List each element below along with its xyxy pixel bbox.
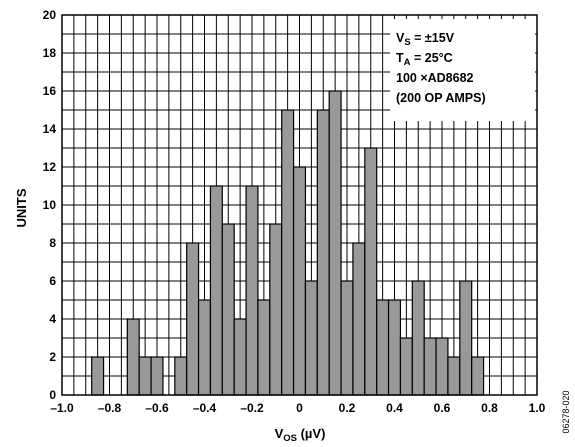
legend-line-2: TA = 25°C: [396, 51, 453, 68]
histogram-bar: [209, 185, 223, 396]
x-tick-label: –0.2: [240, 401, 264, 415]
histogram-bar: [435, 337, 449, 396]
x-tick-label: 0.4: [386, 401, 403, 415]
x-tick-label: –0.4: [193, 401, 217, 415]
y-tick-label: 10: [43, 198, 57, 212]
y-tick-label: 6: [49, 274, 56, 288]
y-tick-labels: 0 2 4 6 8 10 12 14 16 18 20: [43, 8, 57, 402]
histogram-bar: [447, 356, 461, 396]
histogram-bar: [340, 280, 354, 396]
histogram-bar: [186, 242, 200, 396]
legend-box: [390, 19, 535, 121]
histogram-bar: [376, 299, 390, 396]
x-tick-label: 0.2: [339, 401, 356, 415]
y-tick-label: 14: [43, 122, 57, 136]
histogram-bar: [126, 318, 140, 396]
histogram-bar: [423, 337, 437, 396]
histogram-bar: [411, 280, 425, 396]
y-tick-label: 2: [49, 350, 56, 364]
histogram-bar: [245, 185, 259, 396]
x-tick-label: –1.0: [50, 401, 74, 415]
histogram-bar: [221, 223, 235, 396]
histogram-bar: [316, 109, 330, 396]
plot-frame: [61, 14, 538, 396]
histogram-bar: [269, 223, 283, 396]
histogram-bar: [387, 299, 402, 396]
y-tick-label: 0: [49, 388, 56, 402]
histogram-bar: [150, 356, 164, 396]
x-axis-title: VOS (µV): [275, 426, 326, 444]
histogram-bar: [257, 299, 271, 396]
histogram-bar: [399, 337, 413, 396]
y-tick-label: 18: [43, 46, 57, 60]
histogram-bar: [459, 280, 473, 396]
histogram-bar: [328, 90, 342, 396]
y-tick-label: 4: [49, 312, 56, 326]
histogram-bar: [304, 280, 318, 396]
x-tick-label: 0.8: [481, 401, 498, 415]
y-tick-label: 20: [43, 8, 57, 22]
histogram-bar: [281, 109, 295, 396]
legend-line-1: VS = ±15V: [396, 31, 455, 48]
histogram-bar: [471, 356, 485, 396]
x-tick-labels: –1.0 –0.8 –0.6 –0.4 –0.2 0 0.2 0.4 0.6 0.8 1.0: [50, 401, 545, 415]
legend-line-4: (200 OP AMPS): [396, 91, 486, 105]
y-tick-label: 16: [43, 84, 57, 98]
x-tick-label: –0.6: [145, 401, 169, 415]
histogram-bar: [197, 299, 212, 396]
bars: [91, 90, 485, 396]
y-axis-title: UNITS: [14, 188, 29, 227]
y-tick-label: 12: [43, 160, 57, 174]
legend-line-3: 100 ×AD8682: [396, 71, 474, 85]
x-tick-label: –0.8: [98, 401, 122, 415]
x-tick-label: 0: [296, 401, 303, 415]
histogram-bar: [352, 242, 366, 396]
histogram-bar: [364, 147, 378, 396]
figure-code: 06278-020: [561, 390, 571, 433]
histogram-bar: [292, 166, 307, 396]
y-tick-label: 8: [49, 236, 56, 250]
x-tick-label: 1.0: [529, 401, 546, 415]
histogram-bar: [174, 356, 188, 396]
plot-border: [61, 14, 538, 396]
histogram-bar: [91, 356, 105, 396]
histogram-bar: [138, 356, 152, 396]
histogram-bar: [233, 318, 247, 396]
x-tick-label: 0.6: [434, 401, 451, 415]
